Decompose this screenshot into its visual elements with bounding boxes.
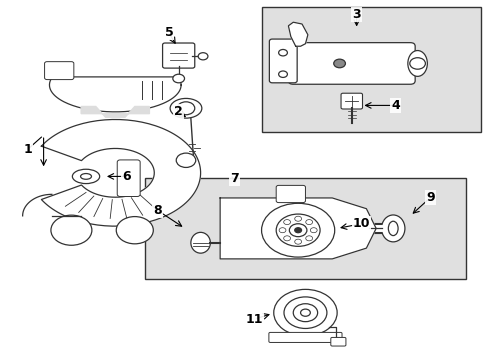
Text: 4: 4	[390, 99, 399, 112]
Ellipse shape	[190, 232, 210, 253]
Bar	[144, 178, 466, 279]
Circle shape	[283, 220, 290, 225]
Circle shape	[278, 49, 287, 56]
Circle shape	[176, 153, 195, 167]
Circle shape	[305, 236, 312, 241]
Polygon shape	[41, 120, 200, 226]
Text: 6: 6	[122, 170, 131, 183]
Circle shape	[333, 59, 345, 68]
Circle shape	[177, 102, 194, 115]
Ellipse shape	[387, 221, 397, 235]
Text: 11: 11	[245, 312, 263, 326]
Polygon shape	[220, 198, 375, 259]
Text: 10: 10	[352, 217, 369, 230]
FancyBboxPatch shape	[276, 185, 305, 203]
Circle shape	[294, 228, 301, 233]
Circle shape	[310, 228, 317, 233]
Circle shape	[279, 228, 285, 233]
Ellipse shape	[407, 50, 427, 76]
Ellipse shape	[81, 174, 91, 179]
Text: 1: 1	[23, 143, 32, 156]
FancyBboxPatch shape	[288, 42, 414, 84]
Circle shape	[305, 220, 312, 225]
Circle shape	[283, 236, 290, 241]
FancyBboxPatch shape	[330, 337, 345, 346]
FancyBboxPatch shape	[340, 93, 362, 109]
Circle shape	[289, 224, 306, 237]
Circle shape	[172, 74, 184, 83]
Polygon shape	[288, 22, 307, 46]
FancyBboxPatch shape	[269, 39, 297, 83]
Text: 2: 2	[174, 105, 183, 118]
Polygon shape	[81, 107, 149, 117]
Circle shape	[116, 217, 153, 244]
FancyBboxPatch shape	[268, 332, 341, 342]
Circle shape	[284, 297, 326, 328]
Text: 9: 9	[426, 191, 434, 204]
Circle shape	[198, 53, 207, 60]
Circle shape	[261, 203, 334, 257]
Circle shape	[293, 304, 317, 321]
Polygon shape	[49, 77, 181, 112]
Text: 5: 5	[164, 27, 173, 40]
Text: 7: 7	[230, 172, 239, 185]
Bar	[261, 7, 480, 132]
Ellipse shape	[72, 169, 100, 184]
Circle shape	[294, 216, 301, 221]
Ellipse shape	[381, 215, 404, 242]
FancyBboxPatch shape	[117, 160, 140, 197]
Circle shape	[294, 239, 301, 244]
Circle shape	[409, 58, 425, 69]
FancyBboxPatch shape	[162, 43, 194, 68]
Circle shape	[278, 71, 287, 77]
Text: 3: 3	[352, 8, 360, 21]
Circle shape	[276, 214, 320, 246]
Ellipse shape	[170, 98, 202, 118]
Circle shape	[273, 289, 336, 336]
FancyBboxPatch shape	[44, 62, 74, 80]
Circle shape	[51, 215, 92, 245]
Text: 8: 8	[153, 204, 162, 217]
Circle shape	[300, 309, 310, 316]
